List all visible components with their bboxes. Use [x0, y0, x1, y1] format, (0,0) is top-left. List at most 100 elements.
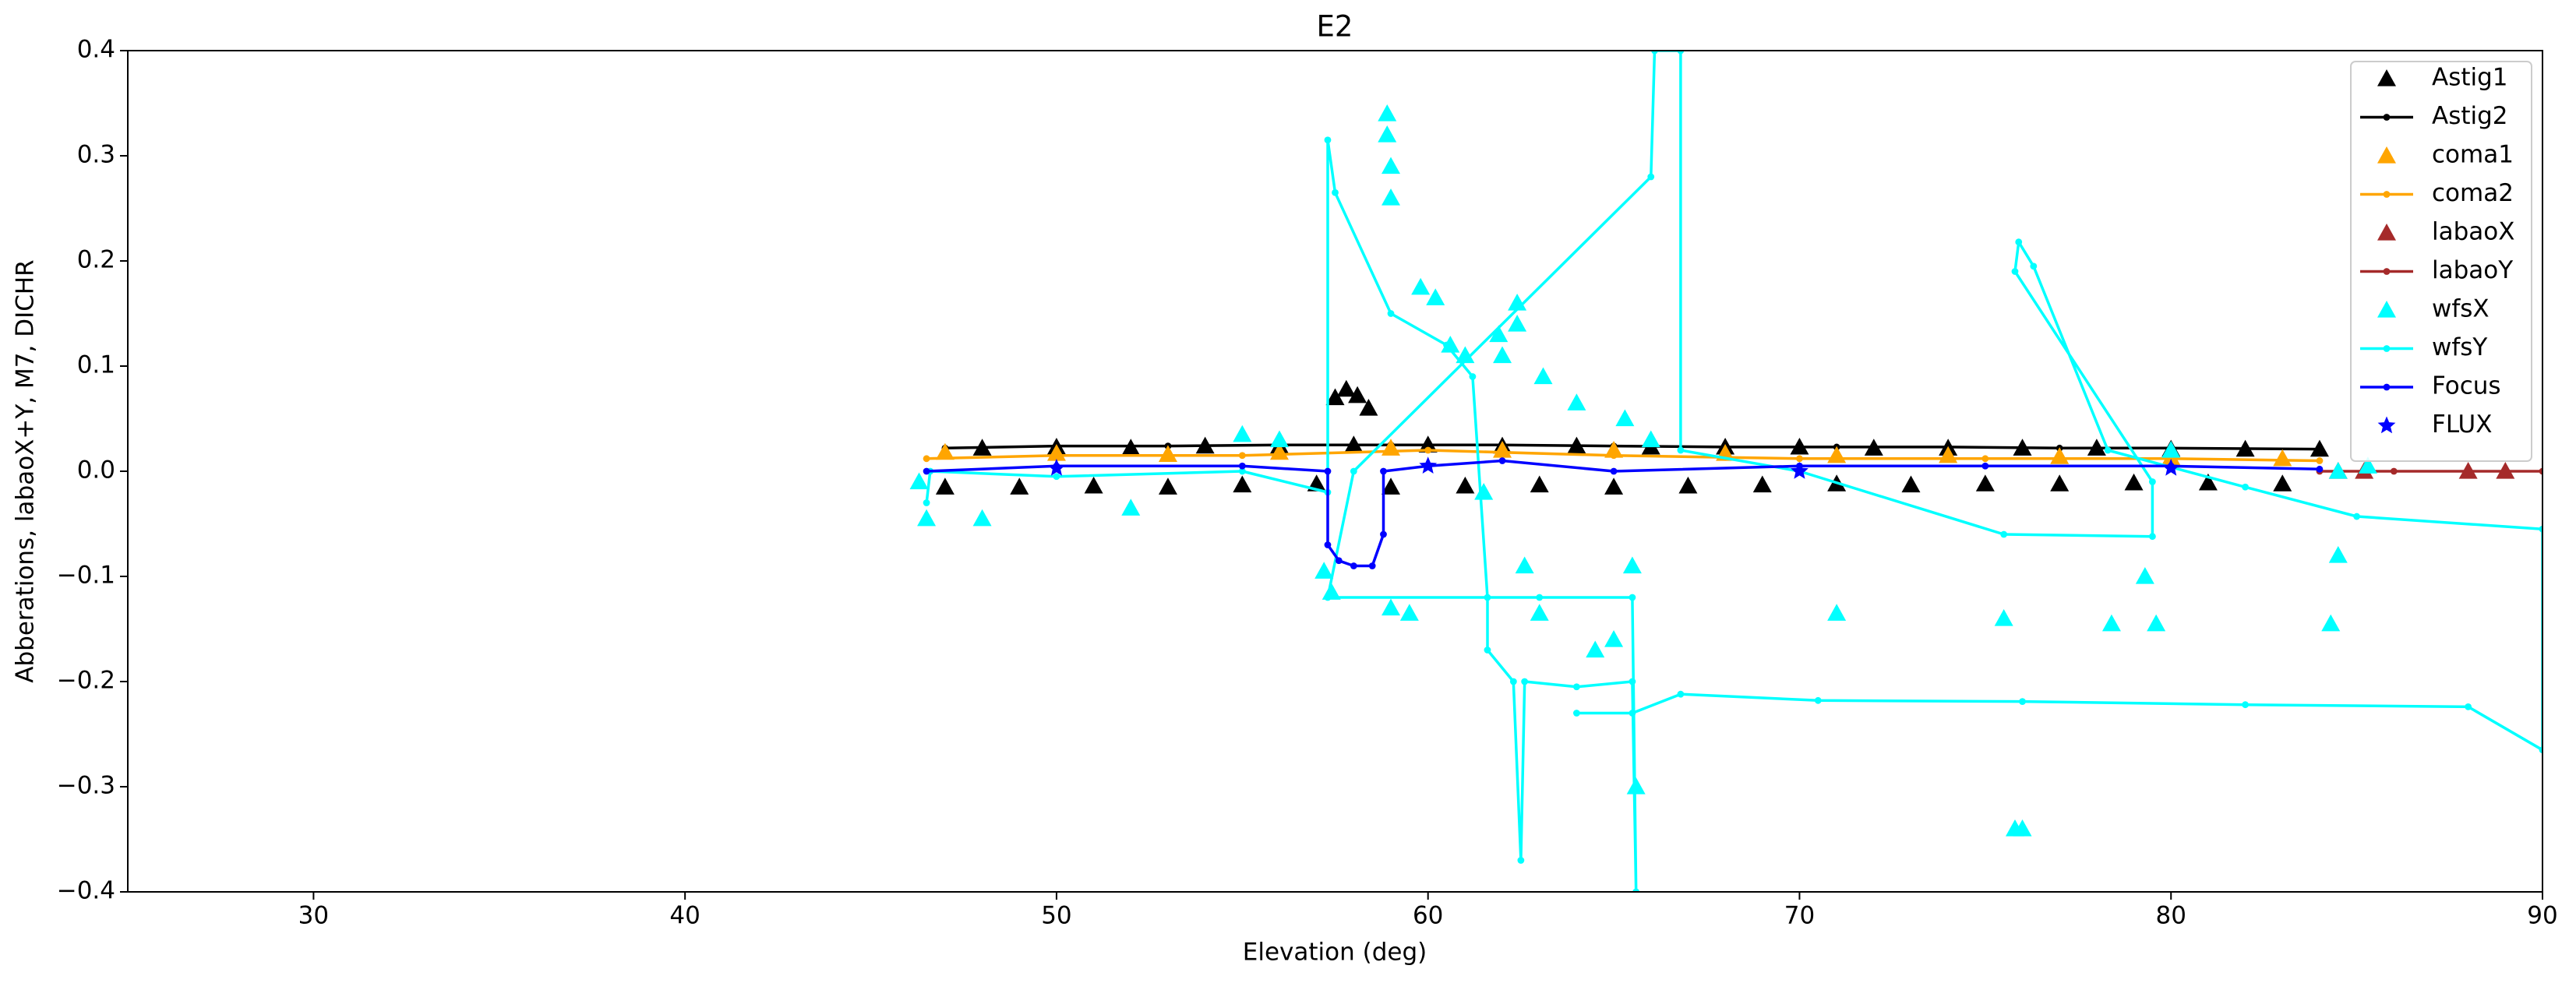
data-point: [1010, 477, 1029, 495]
data-point: [923, 499, 930, 506]
series-line: [944, 443, 2320, 451]
data-point: [1530, 604, 1549, 621]
data-point: [909, 472, 929, 490]
data-point: [935, 477, 955, 495]
data-point: [1382, 188, 1401, 206]
legend-marker: [2383, 191, 2391, 198]
data-point: [1536, 594, 1544, 601]
data-point: [1791, 462, 1808, 479]
data-point: [2161, 458, 2180, 476]
data-point: [2539, 525, 2542, 533]
data-point: [1533, 367, 1553, 385]
axes-frame: [127, 50, 2543, 893]
data-point: [2539, 467, 2542, 475]
data-point: [1632, 888, 1640, 892]
legend-label: wfsX: [2432, 295, 2490, 323]
data-point: [2050, 474, 2070, 492]
data-point: [1493, 346, 1512, 364]
data-point: [2390, 467, 2398, 475]
data-point: [1573, 710, 1580, 717]
legend-label: labaoX: [2432, 218, 2515, 246]
data-point: [1975, 474, 1995, 492]
data-point: [1498, 457, 1506, 464]
data-point: [1335, 557, 1343, 565]
data-point: [1387, 310, 1395, 317]
data-point: [1530, 475, 1549, 493]
legend-marker: [2377, 146, 2396, 164]
data-point: [1456, 476, 1475, 494]
legend-marker: [2383, 268, 2391, 275]
data-point: [1233, 475, 1252, 493]
data-point: [935, 442, 955, 460]
data-point: [1426, 288, 1445, 305]
data-point: [1641, 430, 1660, 448]
data-point: [1604, 441, 1624, 458]
data-point: [2198, 473, 2218, 491]
y-tick-label: −0.3: [57, 772, 115, 800]
y-tick-label: −0.2: [57, 667, 115, 695]
data-point: [2030, 262, 2038, 270]
x-tick-label: 90: [2527, 902, 2557, 930]
data-point: [1324, 467, 1332, 475]
y-tick-label: 0.0: [77, 456, 115, 484]
data-point: [1573, 683, 1580, 691]
data-point: [1350, 467, 1357, 475]
x-tick-label: 50: [1041, 902, 1071, 930]
data-point: [1586, 640, 1605, 658]
legend-label: coma2: [2432, 179, 2514, 207]
data-point: [1324, 541, 1332, 548]
y-axis-label: Abberations, labaoX+Y, M7, DICHR: [12, 259, 40, 682]
data-point: [2465, 703, 2472, 710]
data-point: [1332, 188, 1339, 196]
data-point: [1814, 696, 1822, 704]
data-point: [917, 509, 937, 527]
data-point: [1474, 483, 1494, 500]
legend-label: Focus: [2432, 372, 2501, 400]
data-point: [1382, 598, 1401, 616]
data-point: [1269, 430, 1289, 448]
data-point: [1677, 690, 1685, 698]
legend-marker: [2383, 114, 2391, 121]
chart-title: E2: [1317, 10, 1353, 44]
data-point: [1647, 173, 1655, 181]
data-point: [1901, 475, 1921, 493]
data-point: [1456, 346, 1475, 364]
data-point: [1378, 104, 1397, 122]
data-point: [2316, 465, 2324, 473]
data-point: [923, 455, 930, 463]
data-point: [2013, 819, 2032, 837]
x-tick-label: 70: [1784, 902, 1815, 930]
data-point: [2539, 746, 2542, 754]
legend-box: [2350, 61, 2532, 462]
data-point: [1489, 325, 1509, 343]
legend: Astig1 Astig2 coma1 coma2 labaoX labaoY wfsX wf…: [2350, 61, 2532, 462]
data-point: [1382, 157, 1401, 174]
data-point: [2011, 268, 2019, 275]
data-point: [1382, 477, 1401, 495]
data-point: [972, 509, 992, 527]
data-point: [1994, 609, 2013, 626]
series-line: [925, 51, 2542, 892]
data-point: [1677, 446, 1685, 454]
data-point: [1651, 51, 1658, 55]
data-point: [1336, 379, 1356, 397]
data-point: [2242, 483, 2249, 491]
data-point: [1604, 477, 1624, 495]
x-tick-label: 80: [2156, 902, 2186, 930]
data-point: [2104, 446, 2112, 454]
data-point: [1484, 594, 1491, 601]
data-point: [1233, 425, 1252, 442]
data-point: [1515, 556, 1534, 574]
data-point: [2135, 567, 2154, 584]
legend-label: Astig1: [2432, 64, 2508, 92]
data-point: [2328, 546, 2348, 563]
data-point: [1981, 462, 1989, 470]
x-tick-label: 60: [1413, 902, 1443, 930]
data-point: [1158, 445, 1177, 462]
data-point: [1484, 647, 1491, 654]
data-point: [1084, 476, 1103, 494]
y-tick-label: −0.1: [57, 562, 115, 590]
data-point: [2000, 530, 2008, 538]
data-point: [1622, 556, 1642, 574]
data-point: [1399, 604, 1419, 621]
